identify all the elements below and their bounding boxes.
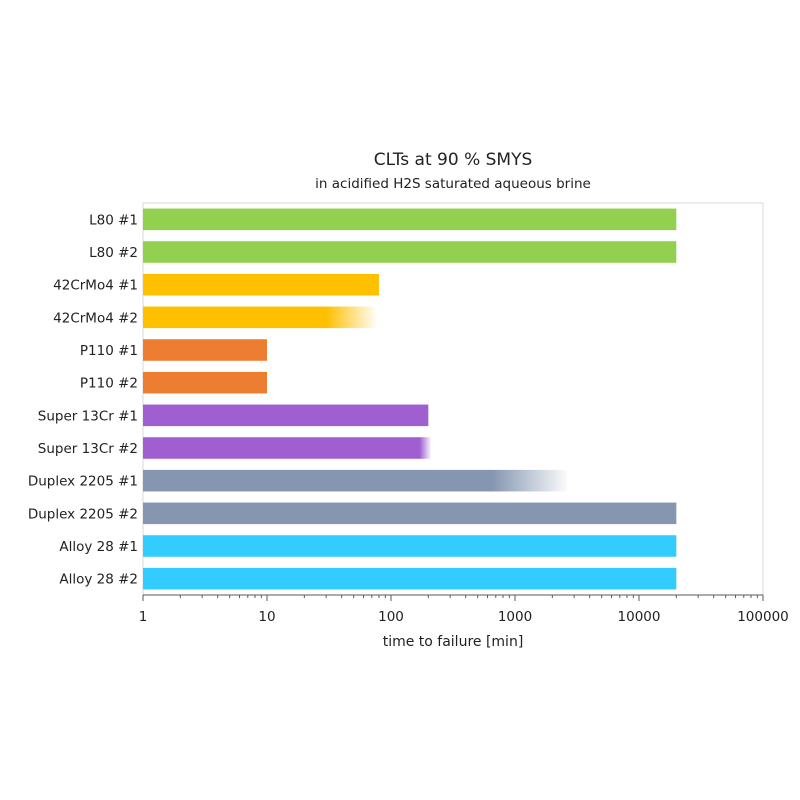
chart-subtitle: in acidified H2S saturated aqueous brine [315,176,591,192]
category-label-p110-2: P110 #2 [80,376,138,392]
x-tick-label-10: 10 [258,609,275,625]
x-tick-label-1: 1 [139,609,148,625]
category-label-duplex-2205-1: Duplex 2205 #1 [28,474,138,490]
bar-alloy-28-1 [143,535,677,557]
x-tick-label-100000: 100000 [737,609,789,625]
bar-l80-2 [143,241,677,263]
category-label-42crmo4-2: 42CrMo4 #2 [53,310,138,326]
bar-duplex-2205-2 [143,502,677,525]
category-label-super-13cr-1: Super 13Cr #1 [38,408,138,424]
bar-p110-1 [143,339,267,361]
x-tick-label-10000: 10000 [618,609,661,625]
category-label-alloy-28-1: Alloy 28 #1 [59,539,138,555]
bar-alloy-28-2 [143,567,677,590]
category-label-alloy-28-2: Alloy 28 #2 [59,572,138,588]
x-tick-label-100: 100 [378,609,404,625]
bar-super-13cr-1 [143,404,429,427]
category-label-l80-1: L80 #1 [89,212,138,228]
chart-title: CLTs at 90 % SMYS [373,150,533,170]
bar-p110-2 [143,371,267,394]
x-tick-label-1000: 1000 [498,609,532,625]
category-label-duplex-2205-2: Duplex 2205 #2 [28,506,138,522]
category-label-super-13cr-2: Super 13Cr #2 [38,441,138,457]
bar-duplex-2205-1 [143,469,567,492]
bar-super-13cr-2 [143,437,431,459]
category-label-p110-1: P110 #1 [80,343,138,359]
category-label-l80-2: L80 #2 [89,245,138,261]
x-axis-label: time to failure [min] [382,634,524,650]
bar-42crmo4-1 [143,273,379,296]
category-label-42crmo4-1: 42CrMo4 #1 [53,278,138,294]
bar-42crmo4-2 [143,306,376,329]
bar-l80-1 [143,208,677,231]
